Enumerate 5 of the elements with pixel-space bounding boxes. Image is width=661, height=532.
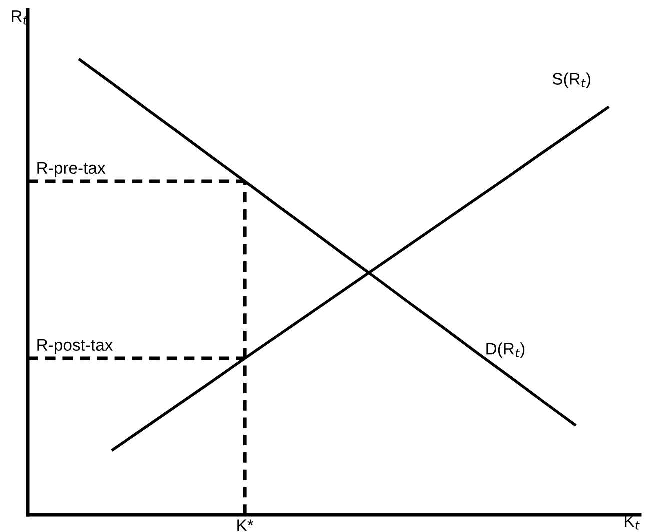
series-label: S(R$_{t}$) <box>552 72 591 88</box>
series-label: D(R$_{t}$) <box>486 342 525 358</box>
ref-line-label: R-post-tax <box>38 339 114 354</box>
text: K* <box>238 520 254 532</box>
ref-line-label: R-pre-tax <box>38 162 106 178</box>
